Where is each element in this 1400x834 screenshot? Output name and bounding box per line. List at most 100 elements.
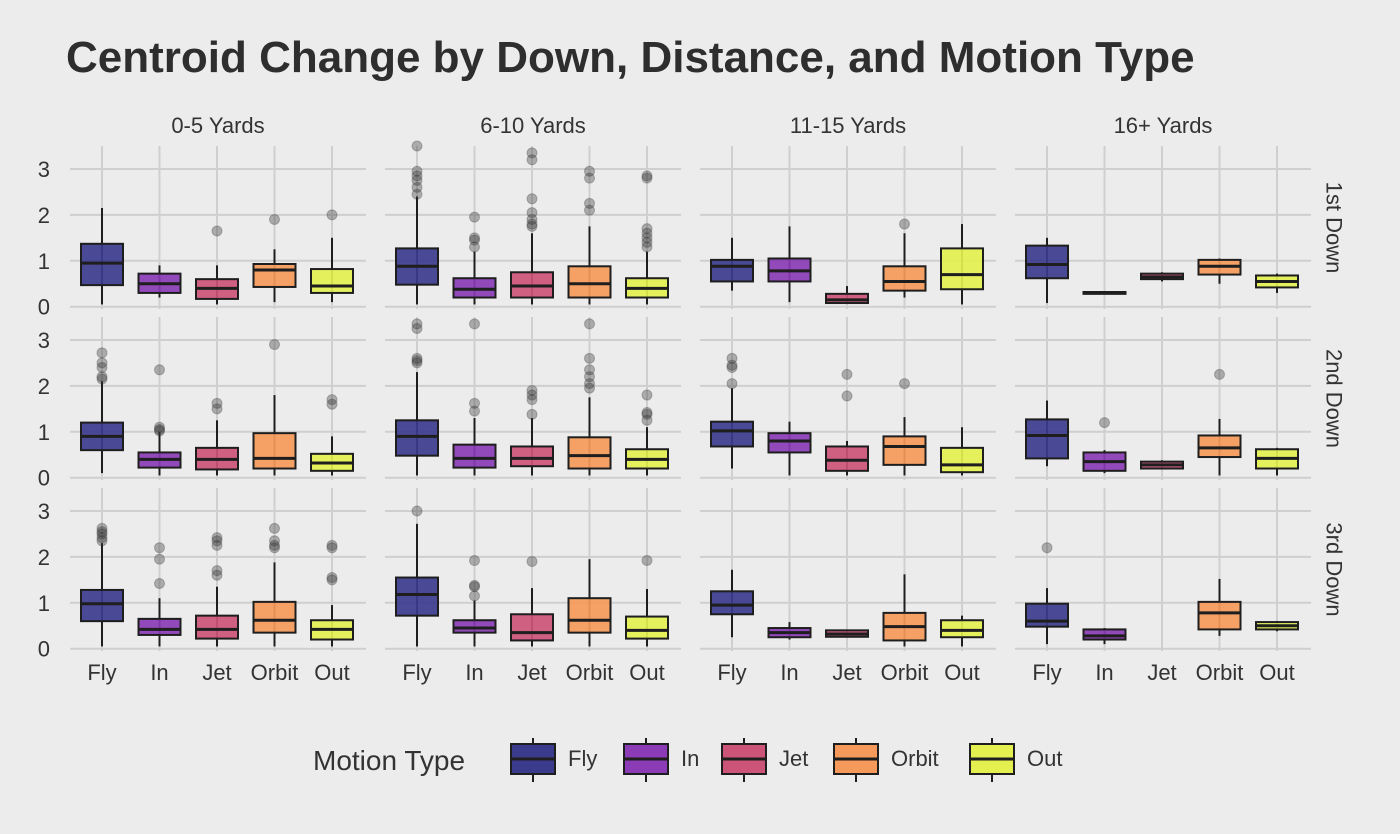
x-tick-label: Out bbox=[944, 660, 979, 685]
legend-label: Orbit bbox=[891, 746, 939, 771]
y-tick-label: 3 bbox=[38, 328, 50, 353]
outlier-point bbox=[411, 318, 423, 330]
outlier-point bbox=[269, 542, 280, 554]
box-orbit bbox=[252, 339, 297, 476]
outlier-point bbox=[726, 352, 738, 364]
x-tick-label: In bbox=[1095, 660, 1113, 685]
box-iqr bbox=[710, 420, 754, 448]
outlier-point bbox=[641, 408, 653, 420]
legend-item-out: Out bbox=[969, 738, 1062, 782]
box-out bbox=[940, 224, 984, 305]
outlier-point bbox=[96, 371, 108, 383]
box-orbit bbox=[1197, 578, 1242, 636]
outlier-point bbox=[411, 505, 423, 517]
outlier-point bbox=[641, 241, 653, 253]
legend-item-jet: Jet bbox=[721, 738, 808, 782]
box-jet bbox=[825, 629, 869, 638]
outlier-point bbox=[411, 188, 423, 200]
outlier-point bbox=[269, 522, 280, 534]
outlier-point bbox=[411, 322, 423, 334]
outlier-point bbox=[641, 227, 653, 239]
outlier-point bbox=[211, 225, 223, 237]
x-tick-label: Out bbox=[314, 660, 349, 685]
panel-2nd-down-6-10-yards bbox=[385, 317, 681, 480]
outlier-point bbox=[469, 232, 480, 244]
box-out bbox=[310, 539, 354, 647]
outlier-point bbox=[154, 425, 165, 437]
outlier-point bbox=[96, 532, 108, 544]
box-jet bbox=[510, 555, 554, 647]
outlier-point bbox=[526, 193, 538, 205]
outlier-point bbox=[641, 236, 653, 248]
y-tick-label: 2 bbox=[38, 374, 50, 399]
box-in bbox=[1082, 291, 1127, 295]
box-iqr bbox=[510, 445, 554, 468]
outlier-point bbox=[411, 165, 423, 177]
y-tick-label: 0 bbox=[38, 637, 50, 662]
box-iqr bbox=[137, 617, 182, 636]
x-tick-label: Jet bbox=[832, 660, 861, 685]
outlier-point bbox=[726, 378, 738, 390]
x-tick-label: Out bbox=[629, 660, 664, 685]
box-jet bbox=[1140, 272, 1184, 282]
outlier-point bbox=[326, 398, 338, 410]
outlier-point bbox=[641, 172, 653, 184]
box-out bbox=[1255, 273, 1299, 293]
box-orbit bbox=[882, 218, 927, 298]
outlier-point bbox=[899, 378, 910, 390]
outlier-point bbox=[326, 539, 338, 551]
x-tick-label: Fly bbox=[402, 660, 431, 685]
box-in bbox=[767, 421, 812, 476]
y-tick-label: 1 bbox=[38, 249, 50, 274]
x-tick-label: In bbox=[780, 660, 798, 685]
outlier-point bbox=[526, 218, 538, 230]
box-out bbox=[625, 170, 669, 305]
outlier-point bbox=[584, 165, 595, 177]
box-iqr bbox=[1025, 418, 1069, 460]
outlier-point bbox=[584, 371, 595, 383]
outlier-point bbox=[326, 572, 338, 584]
outlier-point bbox=[96, 373, 108, 385]
box-jet bbox=[510, 384, 554, 476]
outlier-point bbox=[469, 397, 480, 409]
box-iqr bbox=[940, 619, 984, 639]
box-iqr bbox=[1025, 602, 1069, 628]
panel-1st-down-6-10-yards bbox=[385, 140, 681, 309]
outlier-point bbox=[269, 539, 280, 551]
x-tick-label: Jet bbox=[202, 660, 231, 685]
panel-2nd-down-16-yards bbox=[1015, 317, 1311, 480]
box-iqr bbox=[567, 597, 612, 634]
outlier-point bbox=[411, 170, 423, 182]
outlier-point bbox=[96, 347, 108, 359]
box-fly bbox=[80, 522, 124, 647]
box-jet bbox=[825, 286, 869, 305]
box-out bbox=[1255, 621, 1299, 632]
outlier-point bbox=[211, 569, 223, 581]
outlier-point bbox=[96, 535, 108, 547]
outlier-point bbox=[469, 555, 480, 567]
y-tick-label: 0 bbox=[38, 466, 50, 491]
outlier-point bbox=[326, 394, 338, 406]
panel-3rd-down-16-yards bbox=[1015, 488, 1311, 651]
box-iqr bbox=[310, 268, 354, 294]
legend-item-fly: Fly bbox=[510, 738, 597, 782]
outlier-point bbox=[584, 197, 595, 209]
x-tick-label: Jet bbox=[517, 660, 546, 685]
box-iqr bbox=[252, 432, 297, 470]
outlier-point bbox=[411, 355, 423, 367]
panel-3rd-down-0-5-yards bbox=[70, 488, 366, 651]
box-out bbox=[310, 394, 354, 476]
box-fly bbox=[710, 352, 754, 469]
outlier-point bbox=[211, 535, 223, 547]
x-tick-label: Orbit bbox=[1196, 660, 1244, 685]
outlier-point bbox=[841, 390, 853, 402]
strip-label-row: 3rd Down bbox=[1322, 522, 1347, 616]
y-tick-label: 0 bbox=[38, 295, 50, 320]
y-tick-label: 2 bbox=[38, 545, 50, 570]
box-iqr bbox=[1197, 600, 1242, 631]
box-iqr bbox=[825, 445, 869, 472]
outlier-point bbox=[584, 352, 595, 364]
box-fly bbox=[395, 318, 439, 476]
panel-1st-down-11-15-yards bbox=[700, 146, 996, 309]
legend-label: Out bbox=[1027, 746, 1062, 771]
